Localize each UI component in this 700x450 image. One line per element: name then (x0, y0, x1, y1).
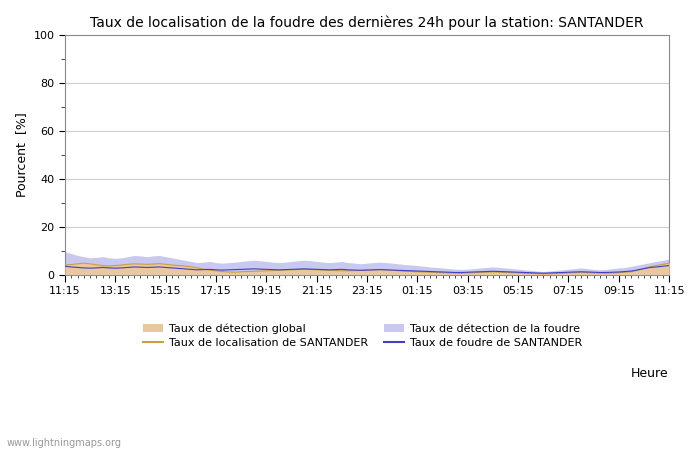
Legend: Taux de détection global, Taux de localisation de SANTANDER, Taux de détection d: Taux de détection global, Taux de locali… (143, 324, 582, 348)
Text: Heure: Heure (631, 367, 668, 380)
Y-axis label: Pourcent  [%]: Pourcent [%] (15, 112, 28, 197)
Text: www.lightningmaps.org: www.lightningmaps.org (7, 438, 122, 448)
Title: Taux de localisation de la foudre des dernières 24h pour la station: SANTANDER: Taux de localisation de la foudre des de… (90, 15, 644, 30)
